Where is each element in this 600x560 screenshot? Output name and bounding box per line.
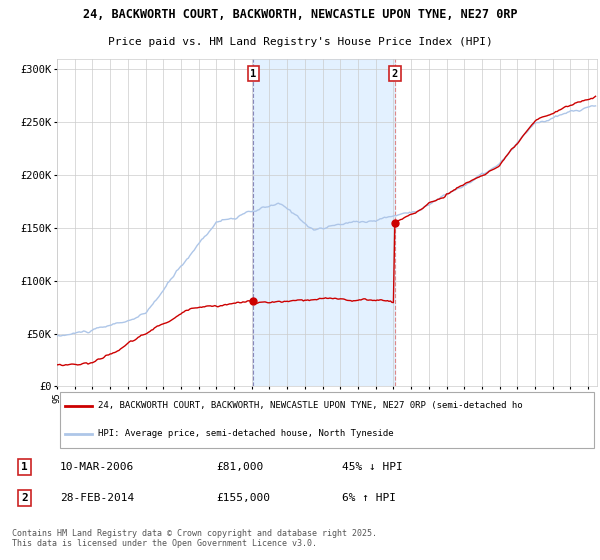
Text: 10-MAR-2006: 10-MAR-2006 xyxy=(60,462,134,472)
Text: HPI: Average price, semi-detached house, North Tyneside: HPI: Average price, semi-detached house,… xyxy=(97,429,393,438)
Text: Price paid vs. HM Land Registry's House Price Index (HPI): Price paid vs. HM Land Registry's House … xyxy=(107,38,493,48)
Text: £155,000: £155,000 xyxy=(216,493,270,503)
Text: 24, BACKWORTH COURT, BACKWORTH, NEWCASTLE UPON TYNE, NE27 0RP (semi-detached ho: 24, BACKWORTH COURT, BACKWORTH, NEWCASTL… xyxy=(97,402,522,410)
Text: 6% ↑ HPI: 6% ↑ HPI xyxy=(342,493,396,503)
Text: 2: 2 xyxy=(392,68,398,78)
Text: 28-FEB-2014: 28-FEB-2014 xyxy=(60,493,134,503)
Text: £81,000: £81,000 xyxy=(216,462,263,472)
Text: 24, BACKWORTH COURT, BACKWORTH, NEWCASTLE UPON TYNE, NE27 0RP: 24, BACKWORTH COURT, BACKWORTH, NEWCASTL… xyxy=(83,8,517,21)
Bar xyxy=(253,59,395,386)
Text: 1: 1 xyxy=(250,68,256,78)
Text: 1: 1 xyxy=(21,462,28,472)
Text: Contains HM Land Registry data © Crown copyright and database right 2025.
This d: Contains HM Land Registry data © Crown c… xyxy=(12,529,377,548)
FancyBboxPatch shape xyxy=(60,391,594,449)
Text: 45% ↓ HPI: 45% ↓ HPI xyxy=(342,462,403,472)
Text: 2: 2 xyxy=(21,493,28,503)
